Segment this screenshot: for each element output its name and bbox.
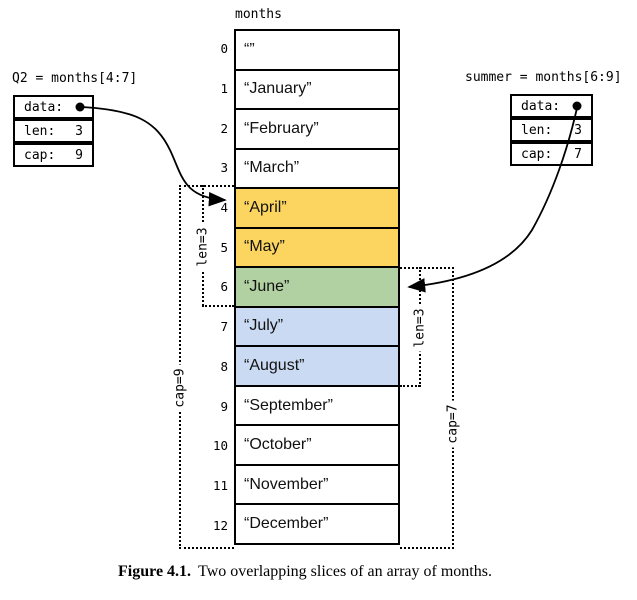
array-title: months <box>235 7 282 22</box>
cell-index-12: 12 <box>212 517 228 533</box>
summer-slice-struct: data: len: 3 cap: 7 <box>510 94 593 166</box>
q2-bracket-top-line <box>179 185 234 187</box>
summer-len-value: 3 <box>574 122 582 138</box>
summer-len-row: len: 3 <box>510 118 593 142</box>
array-cell-1: “January” <box>236 70 398 111</box>
summer-data-row: data: <box>510 94 593 118</box>
cell-index-3: 3 <box>220 160 228 176</box>
array-cell-4: “April” <box>236 189 398 229</box>
q2-cap-value: 9 <box>75 147 83 163</box>
summer-cap-row: cap: 7 <box>510 142 593 166</box>
figure-caption-text: Two overlapping slices of an array of mo… <box>198 563 492 580</box>
figure-caption: Figure 4.1. Two overlapping slices of an … <box>0 563 610 581</box>
summer-len-bracket-bottom <box>400 385 420 387</box>
cell-index-5: 5 <box>220 239 228 255</box>
summer-len-label: len: <box>521 122 553 138</box>
figure-caption-number: Figure 4.1. <box>118 563 192 580</box>
cell-index-10: 10 <box>212 438 228 454</box>
q2-len-value: 3 <box>75 123 83 139</box>
summer-slice-title: summer = months[6:9] <box>465 70 622 85</box>
array-cell-9: “September” <box>236 386 398 427</box>
q2-data-label: data: <box>24 99 64 115</box>
summer-bracket-top-line <box>400 267 454 269</box>
q2-len-bracket-bottom <box>202 305 234 307</box>
cell-index-7: 7 <box>220 319 228 335</box>
array-cell-6: “June” <box>236 268 398 308</box>
q2-cap-label: cap: <box>24 147 56 163</box>
months-array: “” “January” “February” “March” “April” “May”… <box>234 29 400 545</box>
q2-slice-title: Q2 = months[4:7] <box>12 71 138 86</box>
summer-cap-value: 7 <box>574 146 582 162</box>
q2-data-row: data: <box>13 95 94 119</box>
array-cell-8: “August” <box>236 347 398 387</box>
array-cell-11: “November” <box>236 465 398 506</box>
array-cell-3: “March” <box>236 149 398 190</box>
q2-slice-struct: data: len: 3 cap: 9 <box>13 95 94 167</box>
cell-index-8: 8 <box>220 358 228 374</box>
cell-index-9: 9 <box>220 398 228 414</box>
array-cell-12: “December” <box>236 505 398 543</box>
summer-cap-label: cap: <box>521 146 553 162</box>
cell-index-2: 2 <box>220 120 228 136</box>
cell-index-11: 11 <box>212 477 228 493</box>
summer-cap-bracket-bottom <box>400 547 454 549</box>
array-cell-7: “July” <box>236 307 398 348</box>
array-cell-0: “” <box>236 31 398 71</box>
q2-len-label: len: <box>24 123 56 139</box>
q2-cap-bracket-label: cap=9 <box>171 364 189 412</box>
summer-data-label: data: <box>521 98 561 114</box>
summer-cap-bracket-label: cap=7 <box>444 400 462 448</box>
cell-index-0: 0 <box>220 41 228 57</box>
cell-index-1: 1 <box>220 81 228 97</box>
index-column: 0 1 2 3 4 5 6 7 8 9 10 11 12 <box>204 29 228 545</box>
array-cell-2: “February” <box>236 110 398 150</box>
summer-len-bracket-label: len=3 <box>411 304 429 352</box>
q2-len-bracket-label: len=3 <box>194 223 212 271</box>
q2-cap-row: cap: 9 <box>13 143 94 167</box>
array-cell-10: “October” <box>236 426 398 466</box>
array-cell-5: “May” <box>236 228 398 269</box>
q2-len-row: len: 3 <box>13 119 94 143</box>
cell-index-6: 6 <box>220 279 228 295</box>
cell-index-4: 4 <box>220 200 228 216</box>
q2-cap-bracket-bottom <box>179 547 234 549</box>
